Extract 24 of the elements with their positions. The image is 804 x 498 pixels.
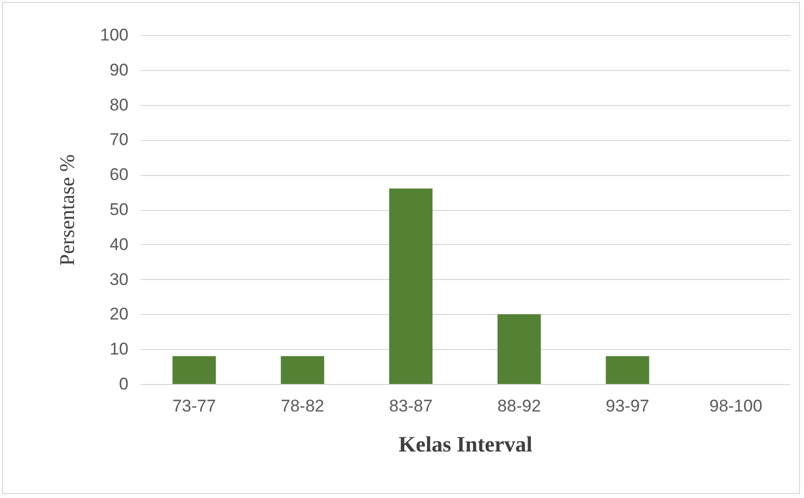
y-tick-label: 0 [119,374,128,394]
bar [389,188,432,384]
bar [172,356,216,384]
y-tick-label: 100 [100,26,128,44]
y-axis-title: Persentase % [55,154,80,266]
y-tick-label: 30 [110,270,128,289]
x-tick-label: 98-100 [709,396,762,416]
x-tick-label: 93-97 [606,396,650,416]
x-tick-label: 78-82 [280,396,324,416]
x-tick-label: 83-87 [389,396,433,416]
x-tick-label: 73-77 [172,396,216,416]
y-tick-label: 70 [110,130,128,150]
x-tick-label: 88-92 [497,396,541,416]
bar [280,356,324,384]
y-tick-label: 10 [110,340,128,359]
y-tick-label: 40 [110,234,128,254]
y-tick-label: 20 [110,304,128,324]
bar [606,356,650,384]
y-tick-label: 80 [110,95,128,114]
bar [498,314,541,384]
y-tick-label: 90 [110,60,128,80]
y-tick-label: 60 [110,165,128,184]
y-tick-label: 50 [110,200,128,219]
x-axis-title: Kelas Interval [398,432,532,456]
